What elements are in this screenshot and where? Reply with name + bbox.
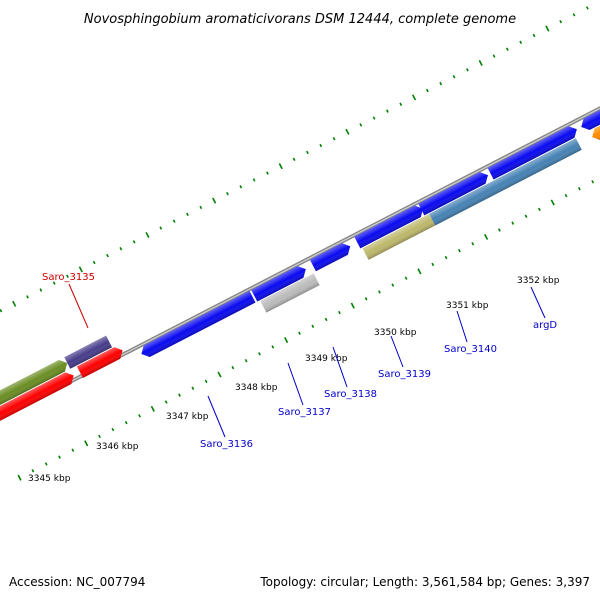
feature-saro-3138[interactable]: [309, 240, 353, 272]
feature-argD[interactable]: [487, 124, 580, 180]
feature-slate[interactable]: [64, 335, 113, 369]
feature-gray[interactable]: [260, 273, 320, 313]
feature-khaki[interactable]: [362, 213, 436, 260]
genome-track: [0, 6, 600, 481]
feature-saro-3140[interactable]: [418, 169, 491, 216]
feature-blue-right[interactable]: [578, 98, 600, 132]
accession-text: Accession: NC_007794: [9, 575, 145, 589]
gene-label[interactable]: Saro_3136: [200, 439, 253, 450]
tick-label: 3352 kbp: [517, 276, 560, 286]
feature-green[interactable]: [0, 357, 70, 417]
tick-label: 3347 kbp: [166, 412, 209, 422]
gene-label[interactable]: argD: [533, 320, 557, 331]
gene-label[interactable]: Saro_3138: [324, 389, 377, 400]
leader-line: [332, 346, 348, 388]
leader-line: [456, 310, 468, 343]
tick-label: 3349 kbp: [305, 354, 348, 364]
tick-label: 3346 kbp: [96, 442, 139, 452]
leader-line: [530, 286, 546, 319]
leader-line: [390, 335, 404, 368]
feature-red-1[interactable]: [0, 370, 77, 425]
tick-label: 3350 kbp: [374, 328, 417, 338]
gene-label[interactable]: Saro_3137: [278, 407, 331, 418]
gene-label[interactable]: Saro_3140: [444, 344, 497, 355]
genome-axis: [0, 85, 600, 429]
leader-line: [207, 395, 226, 438]
topology-text: Topology: circular; Length: 3,561,584 bp…: [259, 575, 590, 589]
map-title: Novosphingobium aromaticivorans DSM 1244…: [84, 12, 516, 27]
feature-saro-3137[interactable]: [251, 263, 309, 302]
feature-saro-3136[interactable]: [138, 290, 256, 360]
feature-saro-3139[interactable]: [354, 203, 426, 249]
gene-labels: 3345 kbp 3346 kbp 3347 kbp 3348 kbp 3349 kbp…: [28, 272, 560, 484]
feature-steel[interactable]: [429, 138, 582, 226]
leader-line: [68, 283, 89, 329]
gene-label[interactable]: Saro_3135: [42, 272, 95, 283]
lower-ruler: [17, 180, 595, 481]
tick-label: 3348 kbp: [235, 383, 278, 393]
tick-label: 3351 kbp: [446, 301, 489, 311]
upper-ruler: [0, 6, 589, 313]
feature-red-2[interactable]: [76, 344, 126, 379]
leader-line: [287, 362, 304, 406]
tick-label: 3345 kbp: [28, 474, 71, 484]
gene-label[interactable]: Saro_3139: [378, 369, 431, 380]
